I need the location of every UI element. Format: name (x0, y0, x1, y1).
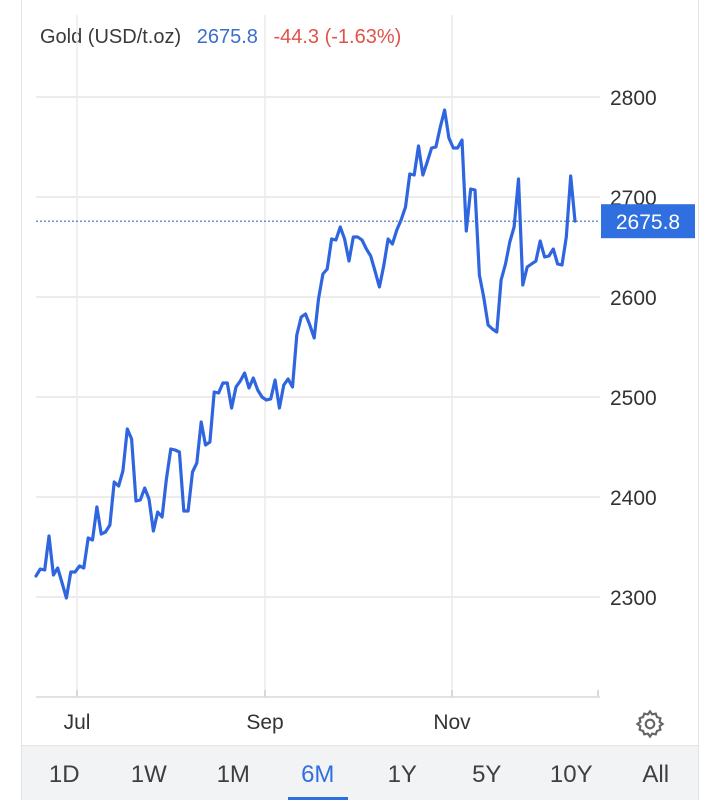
y-tick-label: 2800 (610, 87, 657, 110)
range-tab-1w[interactable]: 1W (130, 761, 167, 788)
y-tick-label: 2500 (610, 387, 657, 410)
range-tab-5y[interactable]: 5Y (472, 761, 502, 788)
range-tab-bar: 1D 1W 1M 6M 1Y 5Y 10Y All (22, 745, 698, 800)
range-tab-1d[interactable]: 1D (48, 761, 80, 788)
gear-icon[interactable] (634, 708, 666, 740)
range-tab-10y[interactable]: 10Y (549, 761, 593, 788)
y-tick-label: 2600 (610, 287, 657, 310)
y-tick-label: 2300 (610, 587, 657, 610)
x-tick-label: Nov (433, 711, 471, 734)
price-line (34, 108, 577, 600)
x-tick-label: Jul (64, 711, 91, 734)
y-tick-label: 2400 (610, 487, 657, 510)
last-price-badge (601, 204, 695, 239)
range-tab-6m[interactable]: 6M (276, 746, 361, 800)
range-tab-1m[interactable]: 1M (216, 761, 250, 788)
last-price-label: 2675.8 (616, 211, 680, 234)
quote-header: Gold (USD/t.oz) 2675.8 -44.3 (-1.63%) (40, 26, 411, 49)
x-tick-label: Sep (246, 711, 283, 734)
range-tab-all[interactable]: All (642, 761, 670, 788)
price-change: -44.3 (-1.63%) (273, 26, 402, 48)
instrument-title: Gold (USD/t.oz) (40, 26, 182, 48)
current-price: 2675.8 (196, 26, 258, 48)
range-tab-1y[interactable]: 1Y (387, 761, 417, 788)
